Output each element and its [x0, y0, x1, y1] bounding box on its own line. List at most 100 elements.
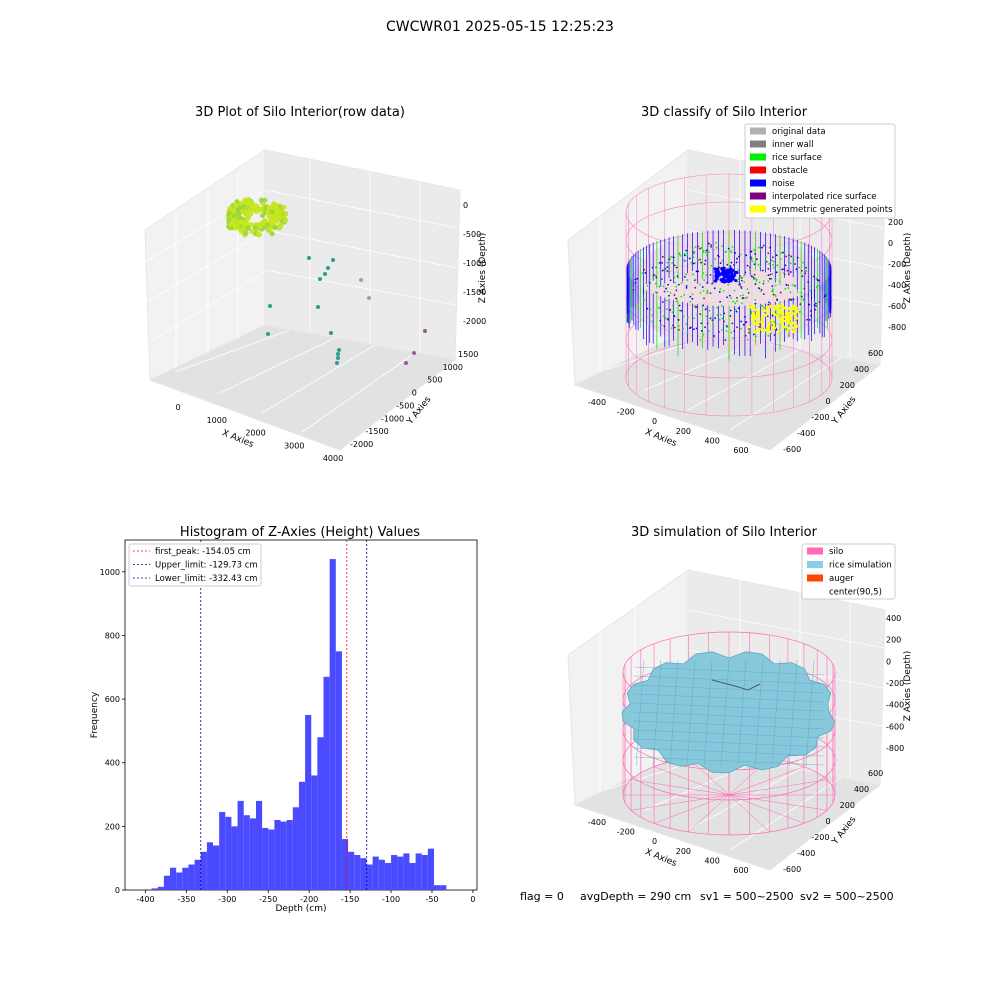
classify-symmetric-point — [791, 307, 795, 311]
classify-point — [746, 288, 749, 290]
classify-point — [694, 246, 697, 248]
classify-point — [706, 282, 709, 284]
raw-x-tick: 4000 — [323, 454, 343, 463]
classify-point — [787, 273, 790, 276]
classify-point — [668, 258, 671, 261]
classify-point — [793, 310, 795, 312]
sim-surface-mesh — [703, 659, 713, 767]
sim-y-tick: 200 — [840, 801, 855, 810]
classify-symmetric-point — [769, 304, 773, 308]
panel-classify: 3D classify of Silo Interior -400 -200 0 20… — [567, 105, 913, 455]
classify-symmetric-point — [756, 328, 760, 332]
classify-point — [817, 279, 820, 282]
classify-point — [713, 335, 716, 337]
classify-point — [634, 278, 637, 281]
classify-legend-swatch — [750, 166, 766, 174]
classify-point — [699, 283, 701, 286]
classify-z-tick: 0 — [888, 239, 893, 248]
classify-point — [774, 295, 777, 297]
classify-point — [637, 296, 640, 299]
raw-outlier-point — [337, 348, 341, 352]
raw-cluster-point — [255, 232, 261, 238]
classify-point — [699, 313, 702, 315]
classify-symmetric-point — [787, 327, 791, 331]
hist-bar — [280, 821, 287, 890]
classify-point — [747, 292, 750, 294]
classify-point — [789, 271, 792, 273]
sim-x-tick: 600 — [733, 866, 748, 875]
sim-surface-mesh — [633, 693, 825, 703]
hist-x-tick-label: -100 — [382, 895, 400, 904]
classify-point — [733, 330, 736, 332]
classify-point — [719, 262, 722, 265]
classify-symmetric-point — [793, 322, 797, 326]
raw-x-tick: 3000 — [284, 441, 304, 450]
hist-bar — [219, 812, 226, 890]
sim-surface-mesh — [633, 666, 825, 676]
classify-point — [750, 275, 753, 278]
classify-point — [758, 325, 761, 328]
classify-noise-point — [716, 267, 720, 271]
classify-point — [706, 254, 708, 257]
classify-symmetric-point — [782, 315, 786, 319]
classify-point — [736, 296, 738, 299]
classify-point — [743, 281, 746, 284]
classify-point — [692, 328, 695, 331]
classify-point — [767, 334, 770, 337]
classify-point — [672, 256, 675, 259]
classify-point — [734, 308, 737, 311]
sim-surface-mesh — [754, 659, 764, 767]
hist-bar — [409, 862, 416, 890]
classify-point — [727, 247, 730, 250]
hist-y-tick-label: 1000 — [100, 568, 120, 577]
classify-noise-point — [717, 271, 721, 275]
classify-point — [770, 277, 772, 280]
classify-symmetric-point — [756, 320, 760, 324]
classify-point — [713, 287, 716, 290]
classify-point — [644, 271, 647, 274]
raw-x-tick: 2000 — [245, 429, 265, 438]
sim-surface-mesh — [669, 659, 679, 767]
classify-point — [759, 266, 762, 268]
hist-bar — [298, 781, 306, 890]
hist-bar — [384, 862, 392, 890]
hist-bar — [440, 885, 447, 890]
classify-point — [746, 296, 748, 299]
classify-point — [706, 307, 708, 310]
classify-point — [746, 264, 749, 267]
classify-point — [677, 276, 680, 279]
classify-point — [663, 315, 665, 318]
classify-point — [815, 305, 818, 307]
classify-point — [709, 292, 712, 295]
raw-cluster-point — [252, 225, 258, 231]
sim-z-tick: -600 — [886, 722, 904, 731]
raw-y-tick: -500 — [396, 401, 414, 410]
classify-point — [669, 308, 672, 311]
classify-point — [660, 324, 663, 326]
classify-point — [740, 285, 742, 288]
classify-point — [787, 287, 790, 290]
classify-point — [702, 289, 705, 292]
classify-point — [821, 297, 824, 300]
classify-point — [752, 277, 755, 279]
classify-point — [680, 295, 683, 298]
classify-point — [790, 255, 793, 258]
classify-point — [686, 316, 689, 319]
sim-surface-mesh — [771, 659, 781, 767]
classify-point — [803, 287, 806, 290]
classify-point — [665, 317, 667, 320]
classify-point — [744, 321, 747, 324]
raw-outlier-point — [329, 331, 333, 335]
classify-point — [673, 315, 676, 318]
classify-point — [803, 299, 805, 302]
classify-point — [702, 251, 705, 253]
classify-point — [672, 310, 675, 312]
classify-point — [764, 333, 767, 336]
classify-symmetric-point — [760, 318, 764, 322]
classify-point — [645, 291, 648, 294]
classify-point — [641, 272, 644, 275]
raw-outlier-point — [359, 278, 363, 282]
classify-point — [706, 247, 709, 250]
classify-point — [752, 333, 755, 336]
classify-point — [729, 250, 732, 252]
